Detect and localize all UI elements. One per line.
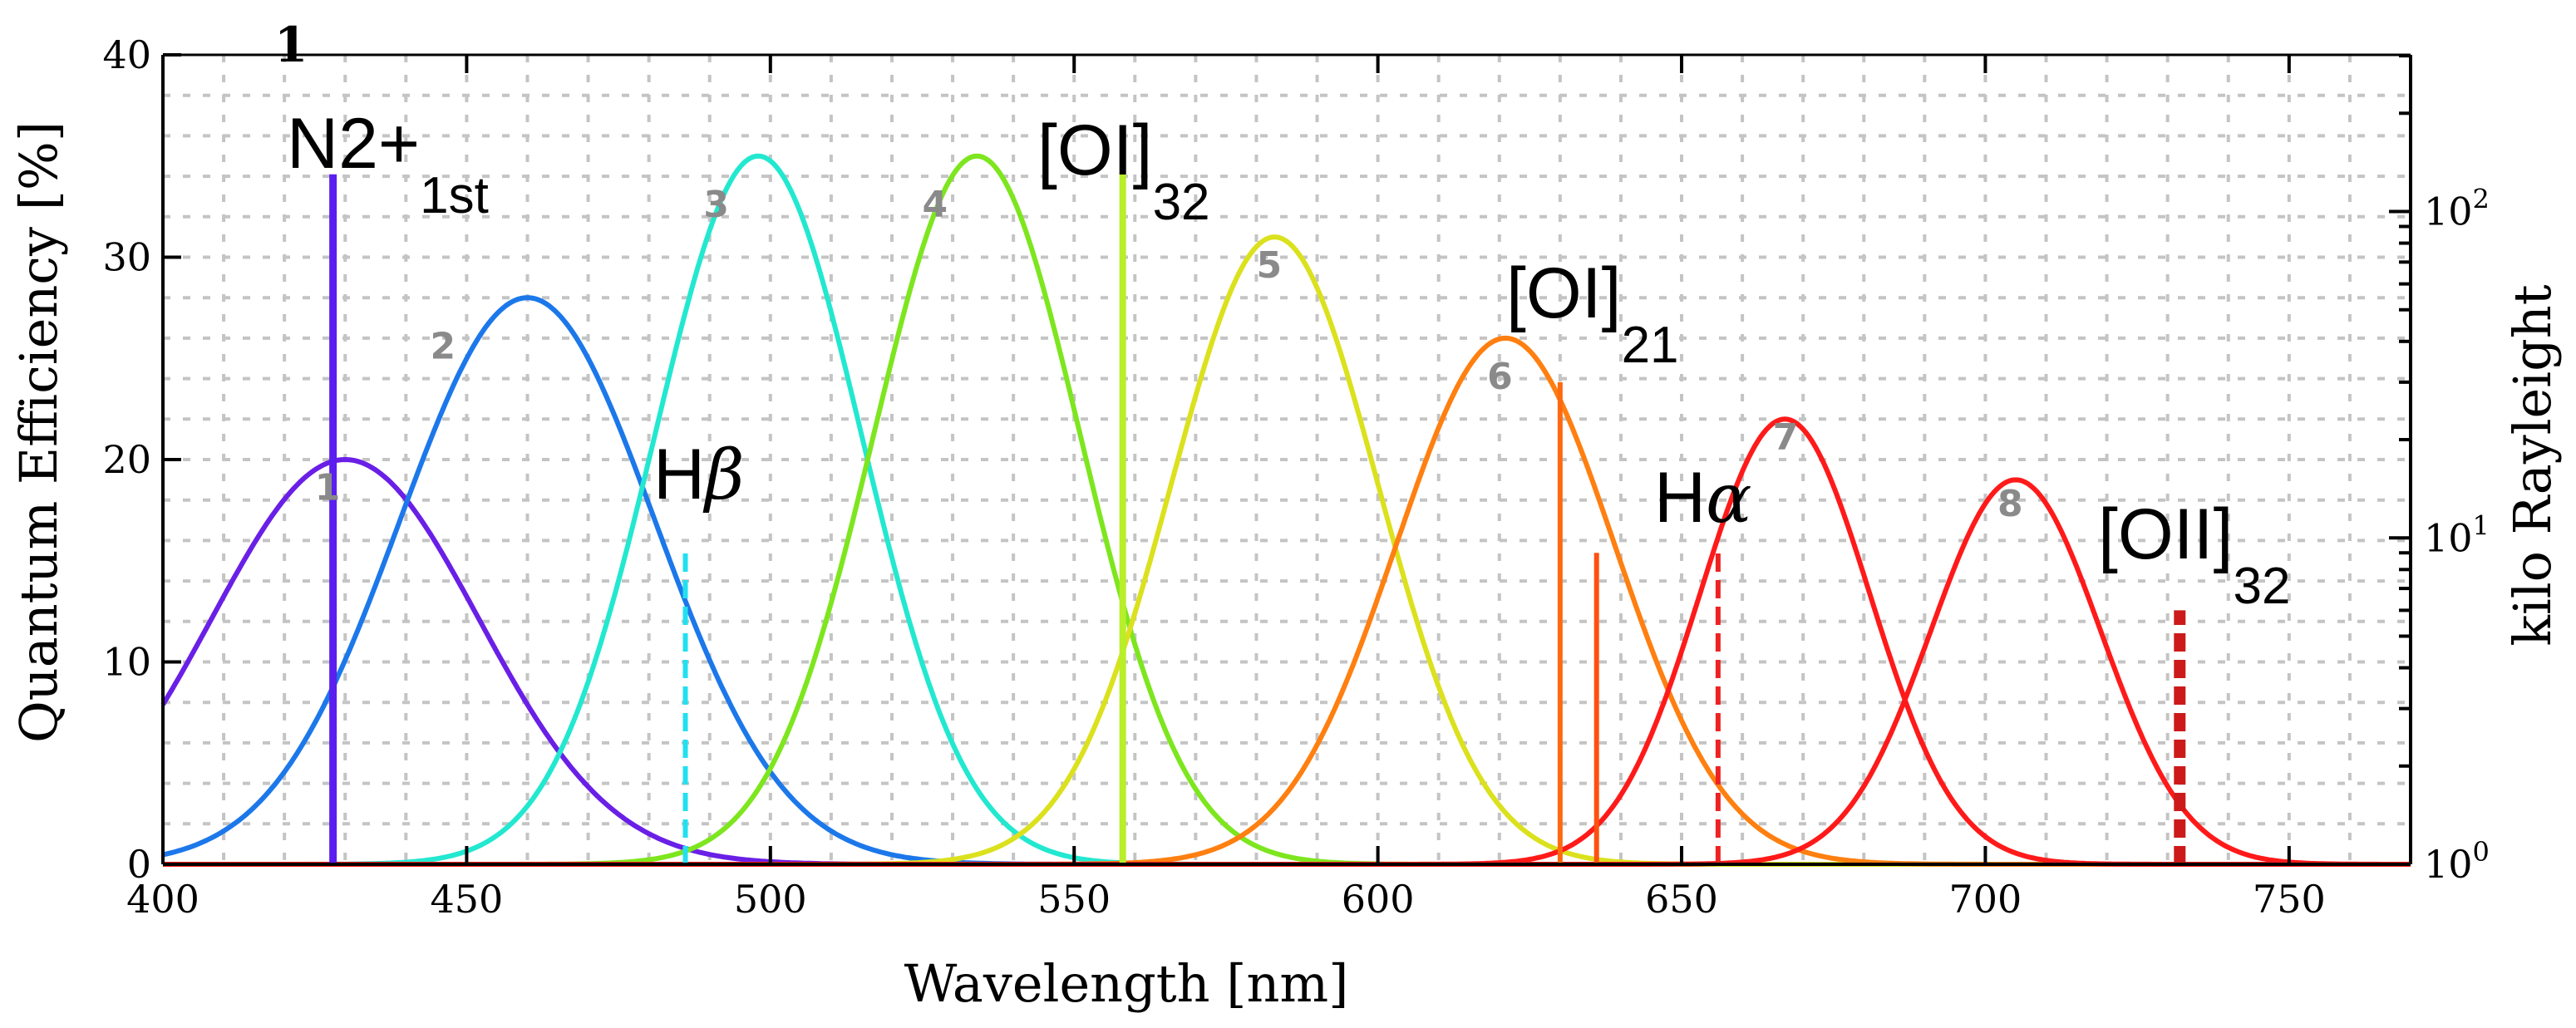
filter-label-6: 6 [1487, 356, 1513, 398]
x-tick-label: 650 [1645, 877, 1718, 922]
emission-lines [329, 174, 2186, 864]
x-tick-label: 700 [1949, 877, 2022, 922]
grid [163, 55, 2411, 864]
filter-curve-8 [163, 477, 2411, 867]
filter-label-5: 5 [1256, 244, 1282, 287]
y-axis-label: Quantum Efficiency [%] [8, 121, 69, 743]
filter-curves [160, 153, 2411, 867]
emission-label-3: [OI]21 [1506, 253, 1679, 374]
y-tick-label: 0 [127, 842, 151, 887]
x-tick-label: 450 [430, 877, 503, 922]
emission-label-5: Hα [1654, 458, 1751, 539]
filter-label-3: 3 [703, 184, 729, 226]
x-tick-label: 600 [1342, 877, 1415, 922]
x-tick-label: 750 [2253, 877, 2326, 922]
labels: 1 2 3 4 5 6 7 8 N2+1st Hβ [OI]32 [OI]21 Hα [OII]32 [287, 104, 2290, 615]
filter-label-7: 7 [1773, 416, 1799, 459]
filter-label-2: 2 [431, 325, 456, 367]
filter-curve-7 [163, 416, 2411, 867]
y2-axis-label: kilo Rayleight [2502, 284, 2563, 646]
emission-label-2: [OI]32 [1037, 111, 1210, 231]
y-tick-label: 40 [102, 32, 151, 77]
panel-label: 1 [274, 17, 308, 73]
filter-label-4: 4 [923, 184, 948, 226]
emission-label-0: N2+1st [287, 104, 489, 224]
y-tick-label: 20 [102, 437, 151, 482]
y-tick-label: 10 [102, 640, 151, 685]
filter-label-1: 1 [315, 467, 341, 509]
filter-curve-5 [163, 234, 2411, 867]
ticks: 400 450 500 550 600 650 700 750 0 10 20 30 40 100 101 1… [102, 32, 2489, 922]
y2-tick-label: 102 [2424, 184, 2490, 234]
x-tick-label: 500 [734, 877, 807, 922]
filter-label-8: 8 [1997, 483, 2023, 525]
y-tick-label: 30 [102, 235, 151, 280]
x-tick-label: 550 [1037, 877, 1111, 922]
y2-tick-label: 101 [2424, 509, 2490, 560]
x-axis-label: Wavelength [nm] [904, 953, 1349, 1014]
x-tick-label: 400 [126, 877, 199, 922]
emission-label-1: Hβ [653, 435, 745, 515]
filter-curve-3 [163, 153, 2411, 867]
emission-label-6: [OII]32 [2098, 494, 2290, 615]
y2-tick-label: 100 [2424, 836, 2490, 887]
filter-curve-4 [163, 153, 2411, 867]
filter-curve-6 [163, 335, 2411, 867]
